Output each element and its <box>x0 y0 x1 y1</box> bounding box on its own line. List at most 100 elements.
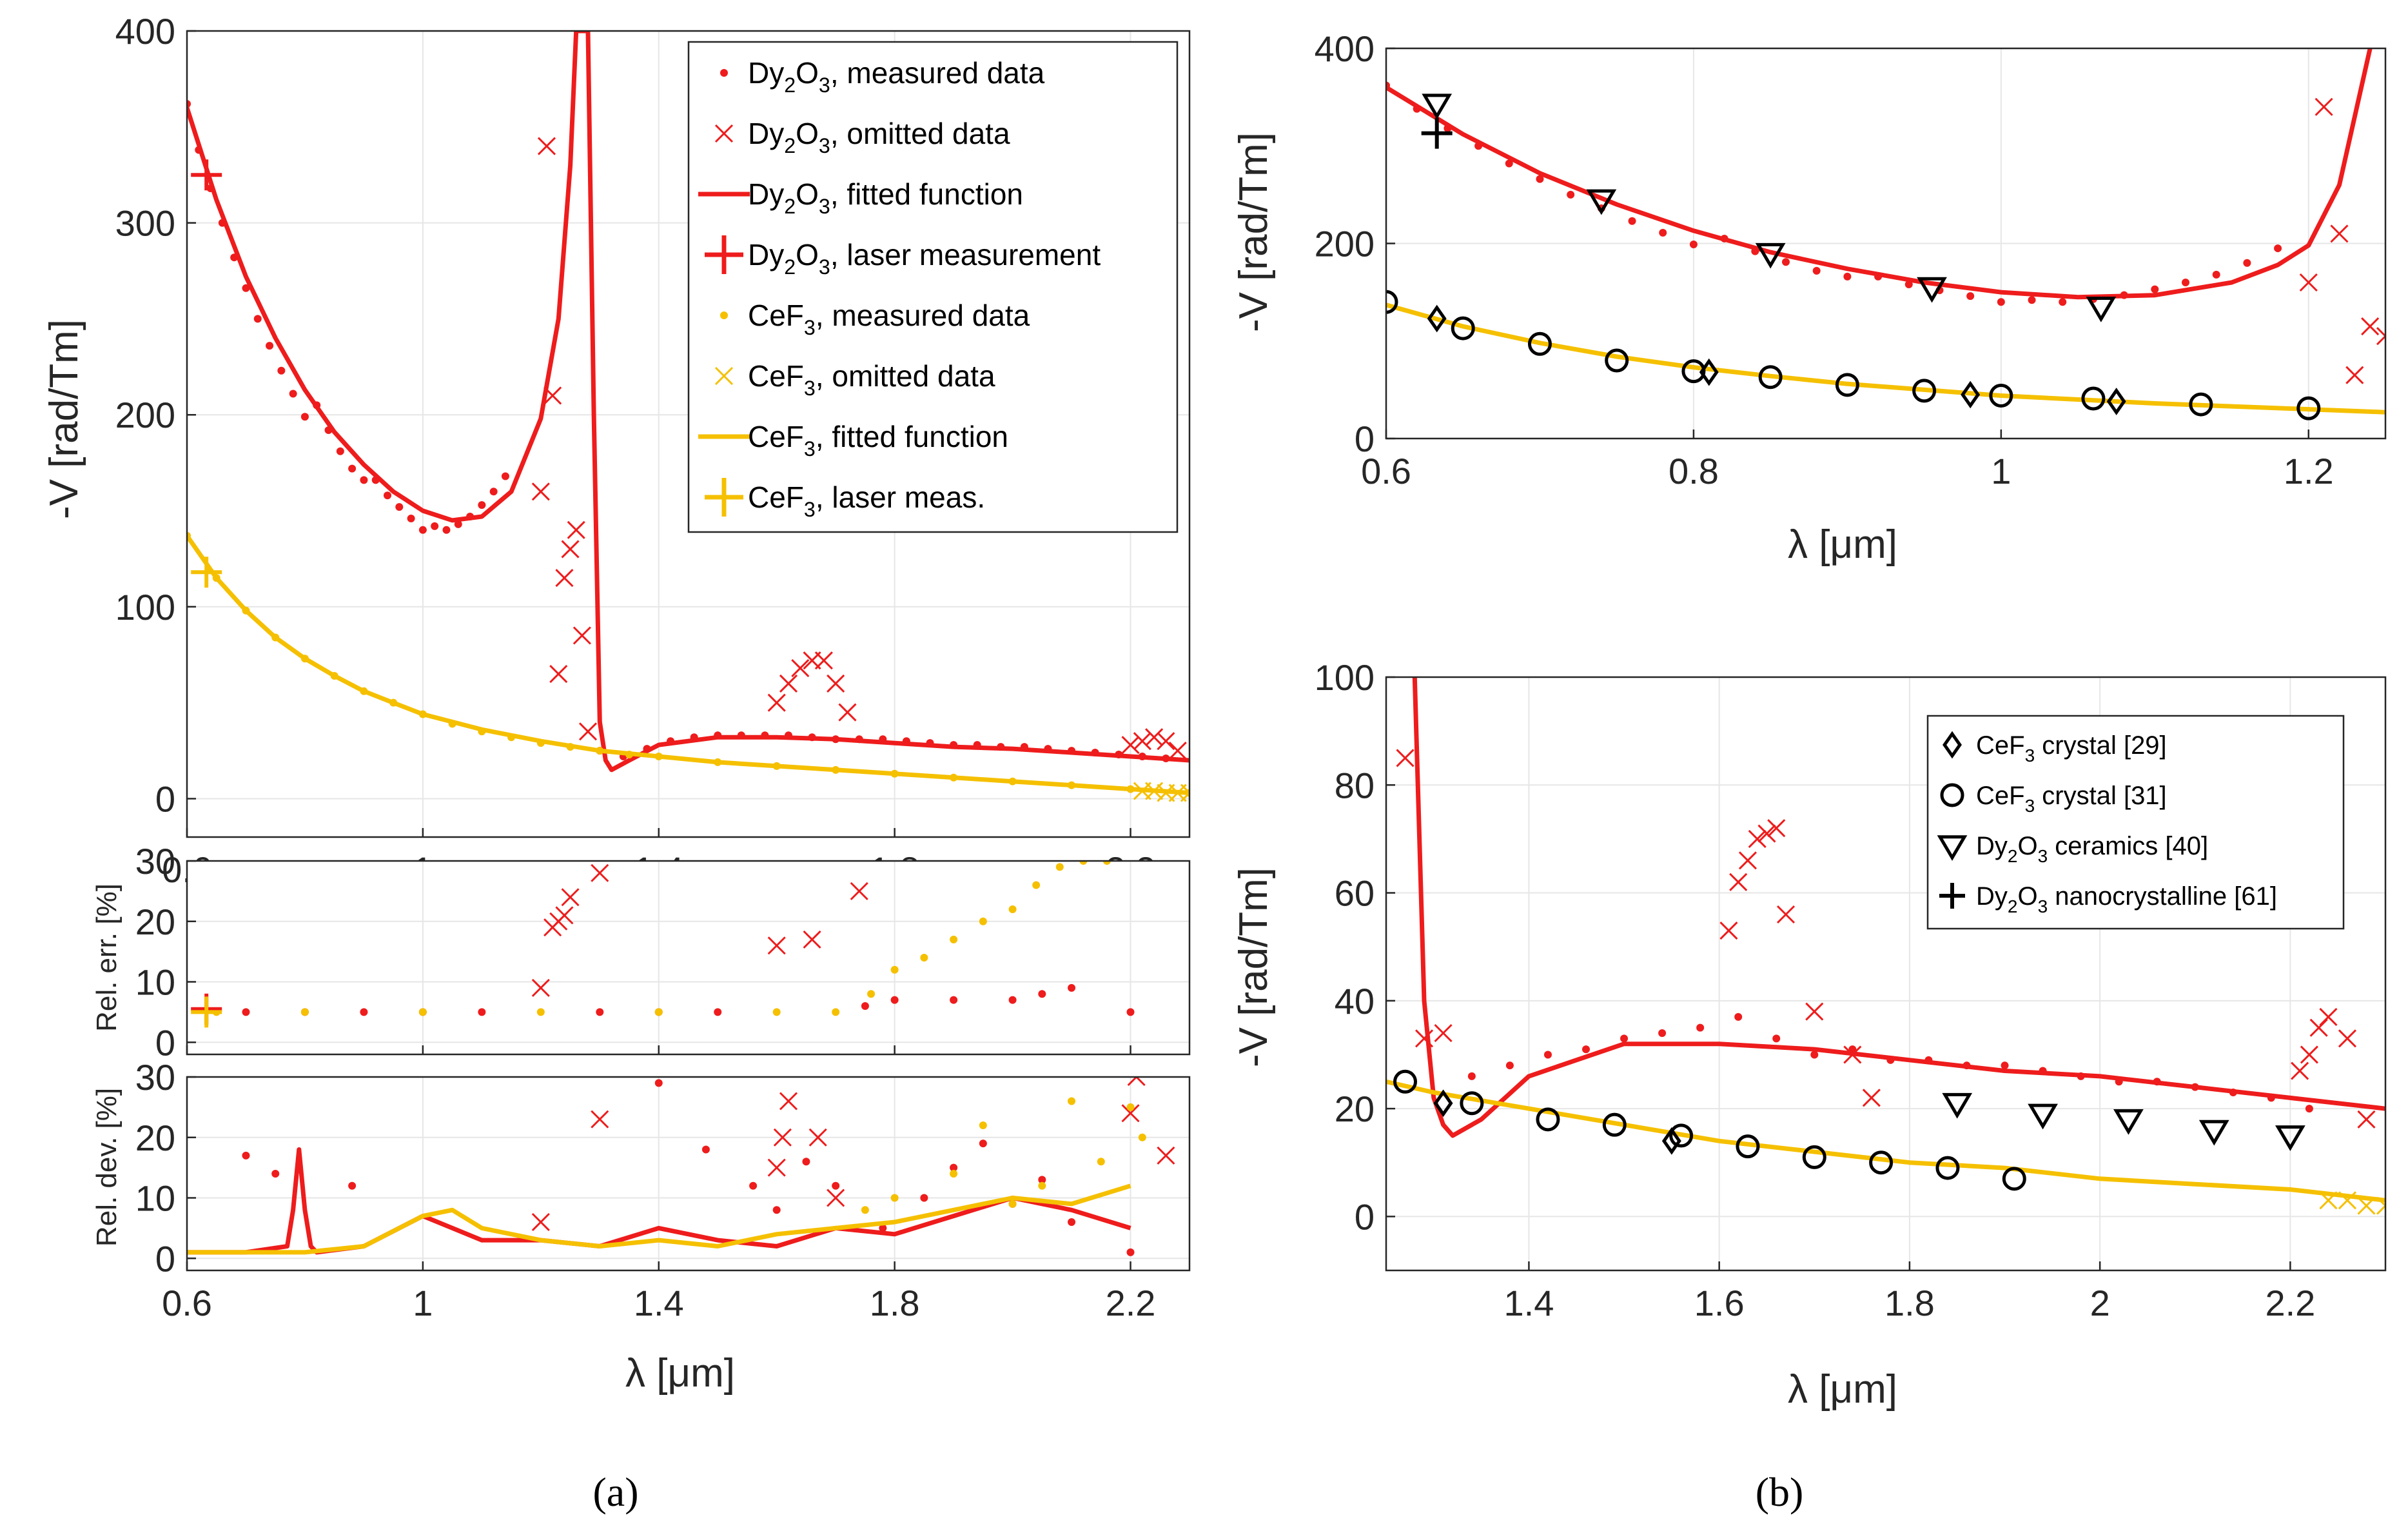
a-dev-ylabel: Rel. dev. [%] <box>91 1088 122 1247</box>
legend-a-label-ce_omit: CeF3​, omitted data <box>748 359 995 400</box>
legend-a-item-ce_omit: CeF3​, omitted data <box>714 359 995 400</box>
a_main-series-1 <box>531 137 1187 760</box>
b_top-s1-cross-2 <box>2330 224 2349 243</box>
b_bottom-s1-cross-16 <box>2319 1007 2338 1026</box>
a_err-s2-dots-2 <box>418 1008 427 1016</box>
a_dev-yticklabel-0: 0 <box>155 1238 175 1279</box>
a_err-s0-dots-8 <box>861 1002 869 1010</box>
a_err-s1-cross-8 <box>850 882 868 900</box>
b_bottom-s6-circle-7 <box>1869 1150 1894 1175</box>
a_dev-s4-dots-7 <box>1097 1158 1105 1166</box>
b_bottom-s1-cross-8 <box>1767 819 1786 838</box>
b_bottom-s6-circle-9 <box>2002 1167 2026 1191</box>
b_top-xticklabel-3: 1.2 <box>2284 451 2334 491</box>
a_err-s2-dots-1 <box>300 1008 309 1016</box>
a_dev-s1-dots-11 <box>950 1163 958 1172</box>
a_dev-s2-cross-0 <box>531 1212 550 1232</box>
a_dev-s1-dots-15 <box>1068 1218 1076 1226</box>
a_dev-s1-dots-6 <box>772 1206 781 1214</box>
a_dev-yticklabel-1: 10 <box>135 1178 175 1219</box>
b_bottom-data <box>1386 677 2385 1215</box>
legend-a-marker-dy_laser <box>705 235 743 274</box>
b_top-s1-cross-1 <box>2315 97 2333 116</box>
b_top-s6-triangle-0 <box>1422 94 1453 120</box>
b_bottom-series-7 <box>1942 1092 2305 1151</box>
b_bottom-s5-diamond-0 <box>1433 1089 1453 1118</box>
b_bottom-s1-cross-6 <box>1748 829 1767 848</box>
a_main-s7-plus-0 <box>191 557 222 588</box>
b_bottom-s1-cross-18 <box>2357 1110 2376 1129</box>
legend-b-item-plus: Dy2​O3​ nanocrystalline [61] <box>1939 882 2277 916</box>
a_dev-s1-dots-10 <box>920 1194 928 1202</box>
b_bottom-s6-circle-1 <box>1460 1091 1484 1116</box>
b_bottom-axes <box>1385 676 2387 1272</box>
a_main-s0-dots-6 <box>253 315 262 323</box>
a_main-s0-dots-22 <box>442 526 451 534</box>
a_err-s1-cross-6 <box>767 936 786 955</box>
a_err-s1-cross-5 <box>591 864 609 882</box>
a_err-s2-dots-10 <box>950 935 958 943</box>
a_main-line-6 <box>187 534 1189 795</box>
b_top-s7-plus-0 <box>1421 117 1453 149</box>
a_dev-s4-dots-4 <box>1008 1199 1017 1208</box>
legend-a-item-dy_meas: Dy2​O3​, measured data <box>720 56 1045 97</box>
b_top-yticklabel-0: 0 <box>1355 419 1375 459</box>
b_top-s0-dots-19 <box>1966 292 1975 301</box>
b_top-xticklabel-0: 0.6 <box>1361 451 1411 491</box>
legend-a-label-dy_meas: Dy2​O3​, measured data <box>748 56 1045 97</box>
b_top-s0-dots-25 <box>2151 285 2159 293</box>
a_err-s2-dots-14 <box>1055 863 1064 871</box>
a_dev-xticklabel-3: 1.8 <box>870 1283 920 1323</box>
b_top-s6-triangle-1 <box>1586 189 1617 215</box>
a_main-s1-cross-3 <box>549 664 568 684</box>
a_main-s0-dots-18 <box>395 503 404 511</box>
b_bottom-s1-cross-7 <box>1757 824 1776 843</box>
b_top-s4-diamond-0 <box>1427 304 1447 333</box>
a_dev-s2-cross-9 <box>1157 1146 1175 1165</box>
a_err-series-1 <box>531 864 868 997</box>
legend-b-label-plus: Dy2​O3​ nanocrystalline [61] <box>1976 882 2277 916</box>
a_err-s2-dots-11 <box>979 917 987 925</box>
a_main-s1-cross-5 <box>561 540 580 558</box>
legend-a-item-ce_fit: CeF3​, fitted function <box>698 420 1008 460</box>
a_dev-s4-dots-2 <box>950 1170 958 1178</box>
b_bottom-yticklabel-1: 20 <box>1335 1089 1375 1129</box>
a_err-s0-dots-11 <box>1008 996 1017 1004</box>
a_err-s0-dots-2 <box>360 1008 368 1016</box>
a_dev-series-4 <box>861 1097 1146 1214</box>
a_main-s1-cross-4 <box>555 569 574 587</box>
a_dev-plot-area <box>187 1077 1189 1270</box>
a_dev-line-3 <box>187 1183 1131 1255</box>
legend-a-marker-ce_omit <box>714 366 734 386</box>
a_err-s1-cross-0 <box>531 978 550 997</box>
a_dev-s1-dots-5 <box>749 1181 758 1190</box>
b-top-ylabel: -V [rad/Tm] <box>1231 132 1276 332</box>
b_bottom-s1-cross-0 <box>1396 749 1414 767</box>
b_bottom-series-3 <box>1386 1079 2385 1203</box>
b_bottom-s1-cross-12 <box>1862 1089 1881 1107</box>
b_bottom-s4-cross-3 <box>2376 1196 2385 1215</box>
a_dev-s1-dots-1 <box>271 1170 280 1178</box>
b_top-series-3 <box>1386 302 2385 415</box>
legend-b-item-diamond: CeF3​ crystal [29] <box>1943 731 2167 765</box>
a_main-s0-dots-8 <box>277 366 286 375</box>
b_bottom-series-4 <box>2319 1191 2385 1215</box>
a_dev-series-3 <box>187 1183 1131 1255</box>
a_main-s0-dots-10 <box>300 413 309 421</box>
a_err-plot-area <box>187 861 1189 1054</box>
legend-a-label-ce_laser: CeF3​, laser meas. <box>748 480 985 521</box>
a_err-s1-cross-4 <box>561 888 580 907</box>
a_err-data <box>191 861 1135 1028</box>
b_bottom-s7-triangle-4 <box>2275 1125 2305 1151</box>
b_top-s0-dots-13 <box>1782 258 1790 266</box>
b_top-s5-circle-1 <box>1451 316 1475 341</box>
a_dev-xticklabel-4: 2.2 <box>1106 1283 1156 1323</box>
a_main-s0-dots-23 <box>454 520 462 528</box>
a_err-s0-dots-5 <box>596 1008 604 1016</box>
a_err-s0-dots-14 <box>1126 1008 1135 1016</box>
a_err-s2-dots-3 <box>536 1008 545 1016</box>
a_main-series-6 <box>187 534 1189 795</box>
b_top-s1-cross-3 <box>2345 366 2364 384</box>
b_top-line-2 <box>1386 48 2373 300</box>
a_dev-s4-dots-3 <box>979 1121 987 1129</box>
